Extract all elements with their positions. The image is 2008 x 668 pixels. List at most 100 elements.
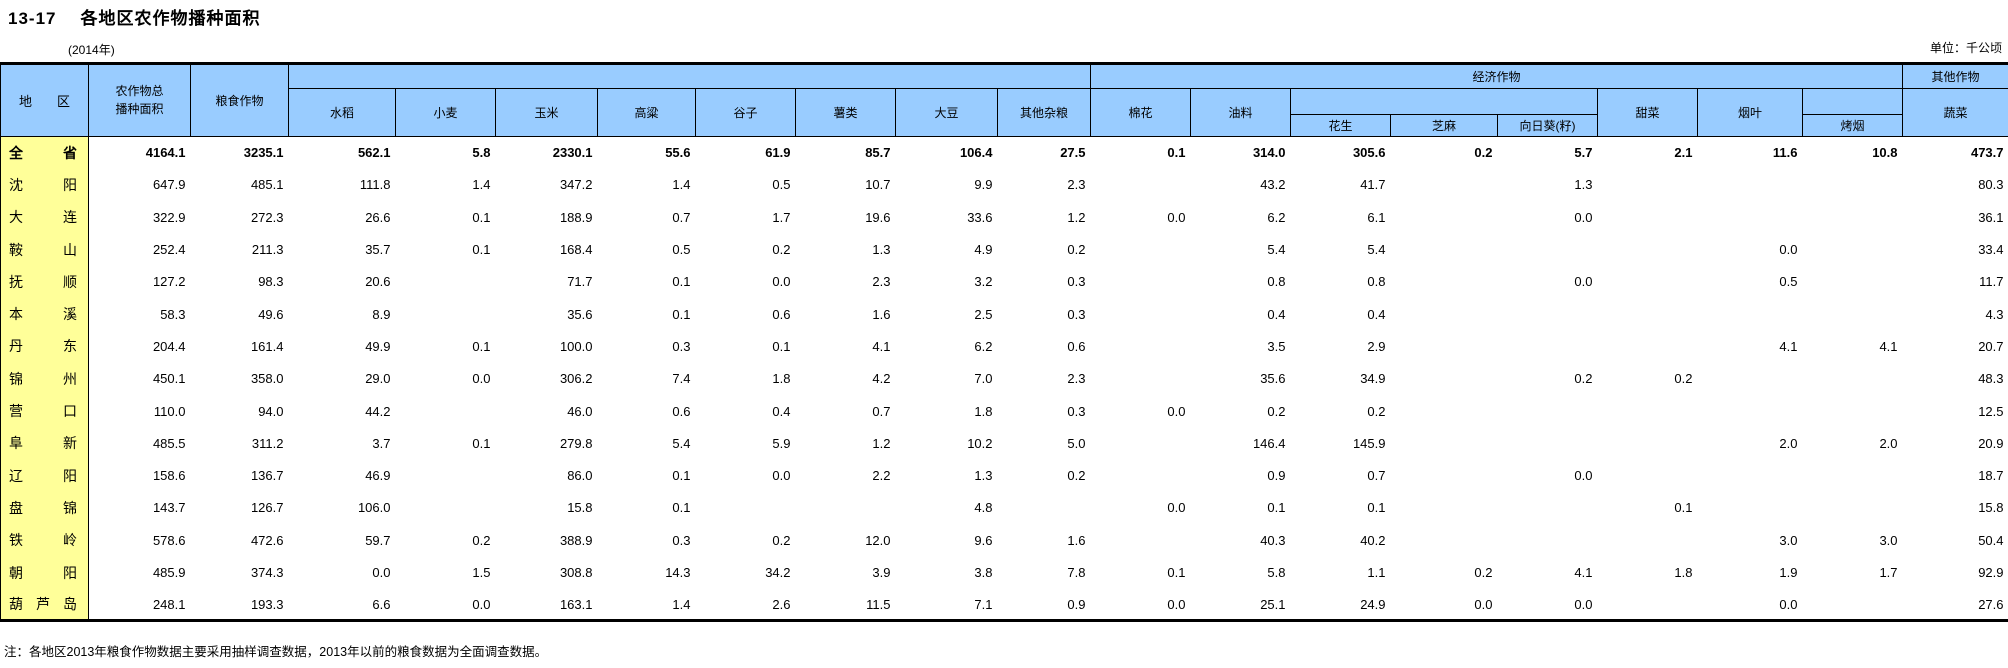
value-cell: 0.0 — [1167, 500, 1186, 516]
value-cell — [796, 492, 896, 524]
value-cell: 1.4 — [672, 177, 691, 193]
value-cell: 34.9 — [1360, 371, 1386, 387]
value-cell: 3.9 — [872, 565, 891, 580]
value-cell: 40.2 — [1360, 532, 1386, 548]
value-cell: 4.1 — [1879, 338, 1898, 354]
region-cell: 沈阳 — [0, 168, 89, 202]
value-cell: 0.8 — [1367, 274, 1386, 290]
header-wheat: 小麦 — [395, 88, 496, 137]
value-cell: 314.0 — [1252, 145, 1286, 161]
value-cell: 2.0 — [1879, 435, 1898, 451]
value-cell: 0.1 — [672, 500, 691, 516]
value-cell — [1498, 427, 1598, 459]
value-cell: 0.2 — [472, 532, 491, 548]
header-region: 地区 — [0, 63, 89, 137]
value-cell: 1.9 — [1779, 565, 1798, 580]
value-cell: 58.3 — [160, 306, 186, 322]
region-cell: 盘锦 — [0, 491, 89, 525]
value-cell — [1698, 395, 1803, 427]
value-cell — [1698, 363, 1803, 395]
value-cell: 3.0 — [1779, 532, 1798, 548]
value-cell: 4.1 — [1574, 565, 1593, 580]
value-cell: 252.4 — [152, 242, 186, 258]
value-cell: 0.1 — [472, 242, 491, 258]
value-cell: 473.7 — [1970, 145, 2004, 161]
header-tobacco: 烟叶 — [1697, 88, 1803, 137]
value-cell: 163.1 — [559, 596, 593, 612]
value-cell: 1.1 — [1367, 565, 1386, 580]
value-cell: 27.6 — [1978, 596, 2004, 612]
region-cell: 辽阳 — [0, 459, 89, 492]
value-cell: 0.7 — [1367, 468, 1386, 484]
value-cell: 86.0 — [567, 468, 593, 484]
region-name: 铁岭 — [9, 532, 77, 549]
value-cell — [1598, 266, 1698, 298]
value-cell — [1598, 427, 1698, 459]
value-cell: 1.8 — [1674, 565, 1693, 580]
value-cell: 80.3 — [1978, 177, 2004, 193]
value-cell — [1598, 233, 1698, 265]
value-cell: 0.1 — [1167, 565, 1186, 580]
table-header: 地区 农作物总 播种面积 粮食作物 经济作物 其他作物 水稻 小麦 玉米 高粱 … — [0, 63, 2008, 137]
value-cell: 3.7 — [372, 435, 391, 451]
table-row: 沈阳 647.9 485.1 111.8 1.4 347.2 1.4 0.5 10.7 9.9 2.… — [0, 168, 2008, 202]
value-cell: 127.2 — [152, 274, 186, 290]
value-cell: 578.6 — [152, 532, 186, 548]
region-cell: 朝阳 — [0, 556, 89, 589]
value-cell: 145.9 — [1352, 435, 1386, 451]
value-cell: 2330.1 — [552, 145, 593, 161]
value-cell: 562.1 — [357, 145, 391, 161]
table-row: 大连 322.9 272.3 26.6 0.1 188.9 0.7 1.7 19.6 33.6 1.… — [0, 201, 2008, 234]
header-sugar-beet: 甜菜 — [1597, 88, 1698, 137]
table-row: 丹东 204.4 161.4 49.9 0.1 100.0 0.3 0.1 4.1 6.2 0.6 3… — [0, 330, 2008, 363]
value-cell — [1391, 169, 1498, 201]
value-cell: 9.6 — [974, 532, 993, 548]
value-cell: 347.2 — [559, 177, 593, 193]
value-cell: 0.0 — [372, 565, 391, 580]
header-sesame: 芝麻 — [1390, 114, 1498, 137]
value-cell — [1698, 459, 1803, 491]
value-cell — [1598, 524, 1698, 556]
region-cell: 本溪 — [0, 297, 89, 331]
value-cell — [1391, 298, 1498, 330]
value-cell — [1803, 298, 1903, 330]
value-cell — [1698, 201, 1803, 233]
value-cell: 450.1 — [152, 371, 186, 387]
value-cell: 4.1 — [872, 338, 891, 354]
value-cell — [1498, 492, 1598, 524]
value-cell — [1598, 201, 1698, 233]
header-cotton: 棉花 — [1090, 88, 1191, 137]
header-grain-spacer — [288, 63, 1091, 89]
region-name: 丹东 — [9, 338, 77, 355]
value-cell: 0.0 — [772, 468, 791, 484]
value-cell: 0.0 — [1779, 596, 1798, 612]
value-cell: 44.2 — [365, 403, 391, 419]
value-cell: 3.0 — [1879, 532, 1898, 548]
value-cell: 248.1 — [152, 596, 186, 612]
header-rice: 水稻 — [288, 88, 396, 137]
value-cell: 5.9 — [772, 435, 791, 451]
value-cell: 0.5 — [672, 242, 691, 258]
value-cell — [1498, 298, 1598, 330]
value-cell: 4.9 — [974, 242, 993, 258]
value-cell: 7.4 — [672, 371, 691, 387]
page-title: 13-17 各地区农作物播种面积 — [8, 4, 260, 29]
table-number: 13-17 — [8, 9, 57, 28]
value-cell: 168.4 — [559, 242, 593, 258]
value-cell: 308.8 — [559, 565, 593, 580]
value-cell: 106.0 — [357, 500, 391, 516]
value-cell: 0.9 — [1067, 596, 1086, 612]
region-cell: 营口 — [0, 394, 89, 428]
header-flue-cured-tobacco: 烤烟 — [1801, 114, 1904, 137]
value-cell: 136.7 — [250, 468, 284, 484]
value-cell: 161.4 — [250, 338, 284, 354]
value-cell: 0.1 — [472, 338, 491, 354]
value-cell: 6.2 — [974, 338, 993, 354]
value-cell: 40.3 — [1260, 532, 1286, 548]
value-cell: 36.1 — [1978, 209, 2004, 225]
value-cell: 8.9 — [372, 306, 391, 322]
value-cell — [1498, 395, 1598, 427]
value-cell: 485.1 — [250, 177, 284, 193]
value-cell: 14.3 — [665, 565, 691, 580]
value-cell: 9.9 — [974, 177, 993, 193]
